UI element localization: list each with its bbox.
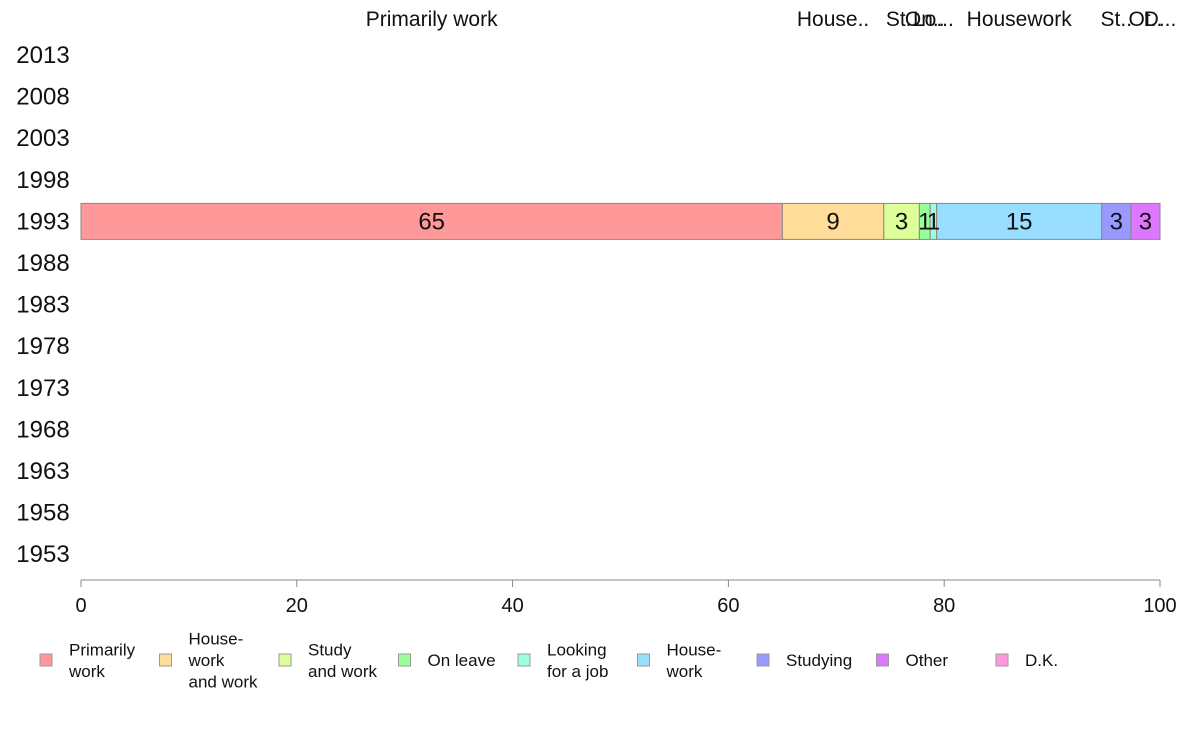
x-tick-label: 80: [933, 595, 955, 617]
top-segment-label: Ot..: [1129, 8, 1163, 31]
legend-swatch: [876, 653, 889, 667]
bar-segment: [883, 202, 920, 240]
legend-swatch: [398, 653, 411, 667]
y-tick-label: 1973: [16, 375, 69, 402]
legend-label: work: [68, 662, 105, 681]
bar-value-label: 15: [1006, 208, 1033, 235]
bar-value-label: 9: [826, 208, 839, 235]
bar-value-labels: 65 9 3 11 15 3 3: [418, 208, 1152, 235]
bar-value-label: 3: [1110, 208, 1123, 235]
x-tick-label: 60: [717, 595, 739, 617]
bar-value-label: 3: [1139, 208, 1152, 235]
top-segment-label: D...: [1144, 8, 1177, 31]
top-segment-label: Lo...: [913, 8, 954, 31]
bar-segment: [936, 202, 1103, 240]
y-tick-label: 1988: [16, 250, 69, 277]
y-tick-label: 1953: [16, 541, 69, 568]
legend-swatch: [637, 653, 650, 667]
y-tick-label: 1958: [16, 500, 69, 527]
y-tick-label: 2008: [16, 84, 69, 111]
x-tick-label: 20: [286, 595, 308, 617]
legend-label: work: [188, 651, 225, 670]
bar-segment: [80, 202, 783, 240]
top-segment-label: St..: [886, 8, 918, 31]
legend-label: D.K.: [1025, 651, 1058, 670]
x-tick-label: 40: [501, 595, 523, 617]
legend-label: Studying: [786, 651, 852, 670]
y-tick-label: 2003: [16, 125, 69, 152]
legend-swatch: [39, 653, 53, 667]
top-segment-label: St..: [1101, 8, 1133, 31]
bar-segment: [781, 202, 885, 240]
legend-swatch: [756, 653, 770, 667]
bar-segment: [1101, 202, 1132, 240]
legend-label: Primarily: [69, 640, 136, 659]
legend-label: for a job: [547, 662, 608, 681]
legend-label: Other: [906, 651, 949, 670]
legend-label: Looking: [547, 640, 607, 659]
y-tick-label: 1963: [16, 458, 69, 485]
y-axis-labels: 2013 2008 2003 1998 1993 1988 1983 1978 1973 1968…: [16, 42, 69, 568]
y-tick-label: 2013: [16, 42, 69, 69]
bar-value-label: 1: [918, 208, 931, 235]
y-tick-label: 1983: [16, 292, 69, 319]
legend: Primarily work House-work and work Study and …: [39, 630, 1058, 692]
x-tick-label: 0: [75, 595, 86, 617]
bars: [80, 202, 1161, 240]
x-tick-label: 100: [1143, 595, 1176, 617]
bar-value-label: 65: [418, 208, 445, 235]
legend-swatch: [278, 653, 292, 667]
x-axis: 0 20 40 60 80 100: [75, 579, 1177, 617]
top-segment-label: Housework: [967, 8, 1073, 31]
legend-label: work: [666, 662, 703, 681]
top-segment-label: House..: [797, 8, 869, 31]
legend-swatch: [517, 653, 531, 667]
top-segment-label: Primarily work: [366, 8, 498, 31]
legend-swatch: [995, 653, 1009, 667]
bar-segment: [1130, 202, 1161, 240]
bar-value-label: 1: [927, 208, 940, 235]
bar-value-label: 3: [895, 208, 908, 235]
top-labels: Primarily work House.. St..Lo...On.. Housew…: [366, 8, 1177, 31]
legend-label: House-: [189, 630, 244, 649]
legend-label: House-: [667, 640, 722, 659]
top-segment-label: On..: [905, 8, 945, 31]
y-tick-label: 1998: [16, 167, 69, 194]
legend-label: Study: [308, 640, 352, 659]
y-tick-label: 1968: [16, 416, 69, 443]
legend-swatch: [159, 653, 172, 667]
y-tick-label: 1993: [16, 208, 69, 235]
legend-label: On leave: [428, 651, 496, 670]
legend-label: and work: [308, 662, 377, 681]
legend-label: and work: [189, 673, 258, 692]
y-tick-label: 1978: [16, 333, 69, 360]
